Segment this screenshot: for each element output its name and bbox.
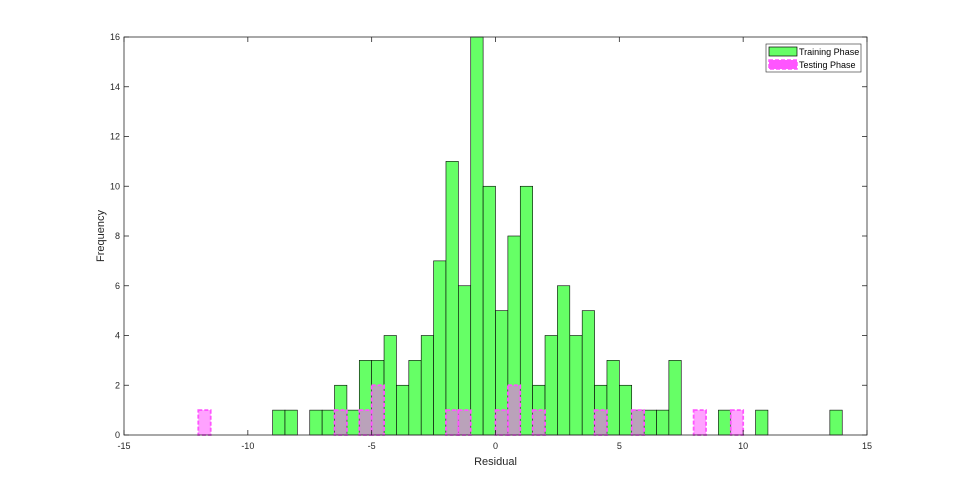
x-axis-label: Residual [474,456,517,468]
training-bar [482,185,496,436]
training-bar [557,285,571,436]
training-bar [718,409,732,436]
testing-bar [197,409,212,436]
x-tick-label: 0 [493,441,498,451]
legend-swatch-testing [768,59,798,70]
training-bar [433,260,447,436]
testing-bar [506,384,522,436]
testing-bar [445,409,460,436]
axis-ticks [123,36,868,436]
x-tick-label: -15 [117,441,130,451]
training-bar [408,360,422,436]
training-bar [668,360,682,436]
axis-tick-labels: -15 -10 -5 0 5 10 15 0 2 4 6 8 10 12 14 16 [110,32,872,451]
training-bar [829,409,843,436]
y-tick-label: 14 [110,82,120,92]
testing-bar [531,409,546,436]
testing-bar [729,409,745,436]
legend-swatch-training [768,46,798,57]
y-tick-label: 2 [115,380,120,390]
training-bar [569,335,583,436]
x-tick-label: -5 [368,441,376,451]
testing-bar [630,409,646,436]
legend: Training Phase Testing Phase [765,43,862,73]
training-bar [606,360,620,436]
testing-bar [593,409,608,436]
training-bar [656,409,670,436]
training-bar [420,335,434,436]
training-bar [445,161,459,436]
training-bar [383,335,397,436]
training-bar [272,409,286,436]
y-tick-label: 4 [115,331,120,341]
training-bar [519,185,533,436]
testing-bar [370,384,385,436]
training-bar [755,409,769,436]
testing-bar [333,409,348,436]
y-tick-label: 10 [110,181,120,191]
training-bar [643,409,657,436]
training-bar [346,409,360,436]
testing-bar [494,409,509,436]
testing-bar [457,409,472,436]
training-bar [321,409,335,436]
y-tick-label: 6 [115,281,120,291]
training-bar [581,310,595,436]
y-tick-label: 16 [110,32,120,42]
training-bar [309,409,323,436]
testing-bar [692,409,707,436]
x-tick-label: 15 [862,441,872,451]
training-bar [284,409,298,436]
training-bar [470,36,484,436]
training-bar [619,384,633,436]
y-tick-label: 12 [110,132,120,142]
y-tick-label: 0 [115,430,120,440]
training-phase-bars [272,36,843,436]
legend-label-testing: Testing Phase [799,60,856,70]
y-axis-label: Frequency [95,210,107,262]
x-tick-label: -10 [241,441,254,451]
training-bar [544,335,558,436]
x-tick-label: 10 [738,441,748,451]
y-tick-label: 8 [115,231,120,241]
x-tick-label: 5 [617,441,622,451]
legend-label-training: Training Phase [799,47,859,57]
training-bar [396,384,410,436]
testing-bar [358,409,373,436]
